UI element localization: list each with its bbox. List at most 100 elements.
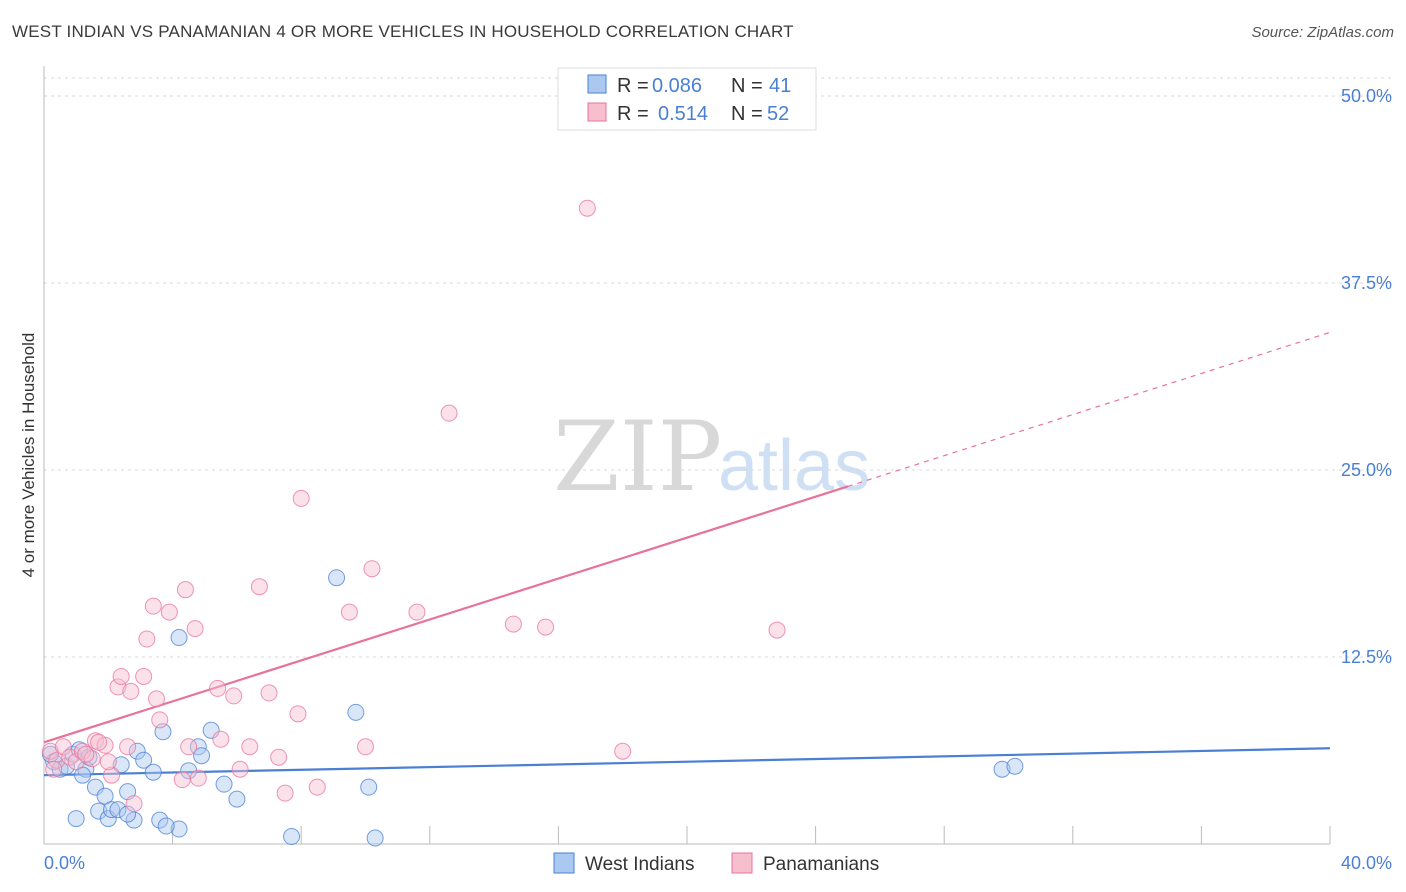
point-pink-18 bbox=[148, 690, 166, 708]
legend-n-value-2: 52 bbox=[767, 103, 789, 125]
point-pink-26 bbox=[209, 679, 227, 697]
point-pink-51 bbox=[90, 733, 108, 751]
bottom-legend-west-indians: West Indians bbox=[585, 854, 694, 875]
point-pink-41 bbox=[408, 603, 426, 621]
legend-r-value-2: 0.514 bbox=[658, 103, 708, 125]
point-pink-22 bbox=[176, 581, 194, 599]
point-pink-49 bbox=[77, 745, 95, 763]
chart-title: WEST INDIAN VS PANAMANIAN 4 OR MORE VEHI… bbox=[12, 22, 794, 41]
source-label: Source: ZipAtlas.com bbox=[1251, 24, 1394, 41]
legend-n-label-1: N = bbox=[731, 75, 763, 97]
point-pink-28 bbox=[225, 687, 243, 705]
grid bbox=[44, 77, 1392, 658]
watermark-atlas: atlas bbox=[718, 426, 870, 506]
point-blue-4 bbox=[67, 810, 85, 828]
data-points bbox=[41, 199, 1024, 847]
point-pink-37 bbox=[308, 778, 326, 796]
point-pink-33 bbox=[270, 748, 288, 766]
legend-swatch-pink bbox=[587, 102, 607, 122]
point-pink-42 bbox=[440, 404, 458, 422]
trend-lines bbox=[43, 331, 1331, 777]
point-pink-16 bbox=[138, 630, 156, 648]
point-pink-27 bbox=[212, 730, 230, 748]
y-tick-label-0: 12.5% bbox=[1341, 647, 1392, 667]
point-pink-30 bbox=[241, 738, 259, 756]
point-blue-32 bbox=[347, 703, 365, 721]
point-blue-35 bbox=[993, 760, 1011, 778]
point-pink-32 bbox=[260, 684, 278, 702]
point-pink-38 bbox=[340, 603, 358, 621]
point-blue-20 bbox=[151, 811, 169, 829]
trend-line-blue bbox=[43, 747, 1331, 777]
point-pink-44 bbox=[537, 618, 555, 636]
point-pink-34 bbox=[276, 784, 294, 802]
legend-r-label-1: R = bbox=[617, 75, 649, 97]
point-pink-24 bbox=[186, 620, 204, 638]
point-pink-47 bbox=[768, 621, 786, 639]
point-blue-29 bbox=[228, 790, 246, 808]
point-blue-22 bbox=[170, 629, 188, 647]
legend: R = 0.086 N = 41 R = 0.514 N = 52 bbox=[557, 67, 817, 131]
legend-n-value-1: 41 bbox=[769, 75, 791, 97]
point-blue-30 bbox=[283, 828, 301, 846]
point-pink-20 bbox=[160, 603, 178, 621]
point-pink-29 bbox=[231, 760, 249, 778]
point-pink-12 bbox=[119, 738, 137, 756]
point-pink-19 bbox=[151, 711, 169, 729]
point-pink-45 bbox=[578, 199, 596, 217]
point-blue-13 bbox=[109, 801, 127, 819]
bottom-legend-panamanians: Panamanians bbox=[763, 854, 879, 875]
x-tick-label-min: 0.0% bbox=[44, 853, 85, 873]
point-blue-12 bbox=[103, 801, 121, 819]
legend-r-label-2: R = bbox=[617, 103, 649, 125]
point-pink-0 bbox=[41, 742, 59, 760]
point-blue-25 bbox=[189, 738, 207, 756]
point-pink-2 bbox=[54, 738, 72, 756]
point-blue-17 bbox=[128, 742, 146, 760]
point-pink-25 bbox=[189, 769, 207, 787]
point-blue-34 bbox=[366, 829, 384, 847]
y-tick-label-1: 25.0% bbox=[1341, 460, 1392, 480]
point-pink-50 bbox=[99, 753, 117, 771]
point-pink-48 bbox=[45, 760, 63, 778]
point-pink-14 bbox=[125, 795, 143, 813]
y-tick-label-3: 50.0% bbox=[1341, 86, 1392, 106]
point-pink-39 bbox=[357, 738, 374, 756]
point-blue-23 bbox=[170, 820, 188, 838]
point-pink-21 bbox=[173, 771, 191, 789]
watermark-zip: ZIP bbox=[553, 401, 722, 513]
point-blue-26 bbox=[193, 747, 211, 765]
y-tick-label-2: 37.5% bbox=[1341, 273, 1392, 293]
bottom-legend-swatch-west-indians bbox=[553, 852, 575, 874]
point-pink-17 bbox=[144, 597, 162, 615]
point-pink-43 bbox=[504, 615, 522, 633]
point-pink-10 bbox=[109, 678, 127, 696]
point-blue-19 bbox=[144, 763, 162, 781]
bottom-legend: West Indians Panamanians bbox=[553, 852, 879, 875]
point-pink-9 bbox=[103, 766, 121, 784]
point-pink-46 bbox=[614, 742, 632, 760]
bottom-legend-swatch-panamanians bbox=[731, 852, 753, 874]
point-blue-14 bbox=[112, 756, 130, 774]
point-pink-13 bbox=[122, 682, 140, 700]
point-blue-33 bbox=[360, 778, 378, 796]
trend-extension-pink bbox=[847, 331, 1331, 488]
trend-line-pink bbox=[43, 485, 849, 744]
y-axis-label: 4 or more Vehicles in Household bbox=[19, 333, 38, 578]
point-blue-39 bbox=[119, 805, 137, 823]
point-pink-15 bbox=[135, 667, 153, 685]
x-tick-label-max: 40.0% bbox=[1341, 853, 1392, 873]
axes bbox=[43, 66, 1331, 845]
tick-labels: 12.5% 25.0% 37.5% 50.0% 0.0% 40.0% bbox=[44, 86, 1392, 873]
point-pink-40 bbox=[363, 560, 381, 578]
point-pink-36 bbox=[292, 489, 310, 507]
point-pink-31 bbox=[250, 578, 268, 596]
point-blue-28 bbox=[215, 775, 233, 793]
point-blue-31 bbox=[328, 569, 346, 587]
legend-swatch-blue bbox=[587, 74, 607, 94]
point-pink-23 bbox=[180, 738, 198, 756]
point-pink-35 bbox=[289, 705, 307, 723]
point-blue-18 bbox=[135, 751, 153, 769]
point-pink-11 bbox=[112, 667, 130, 685]
